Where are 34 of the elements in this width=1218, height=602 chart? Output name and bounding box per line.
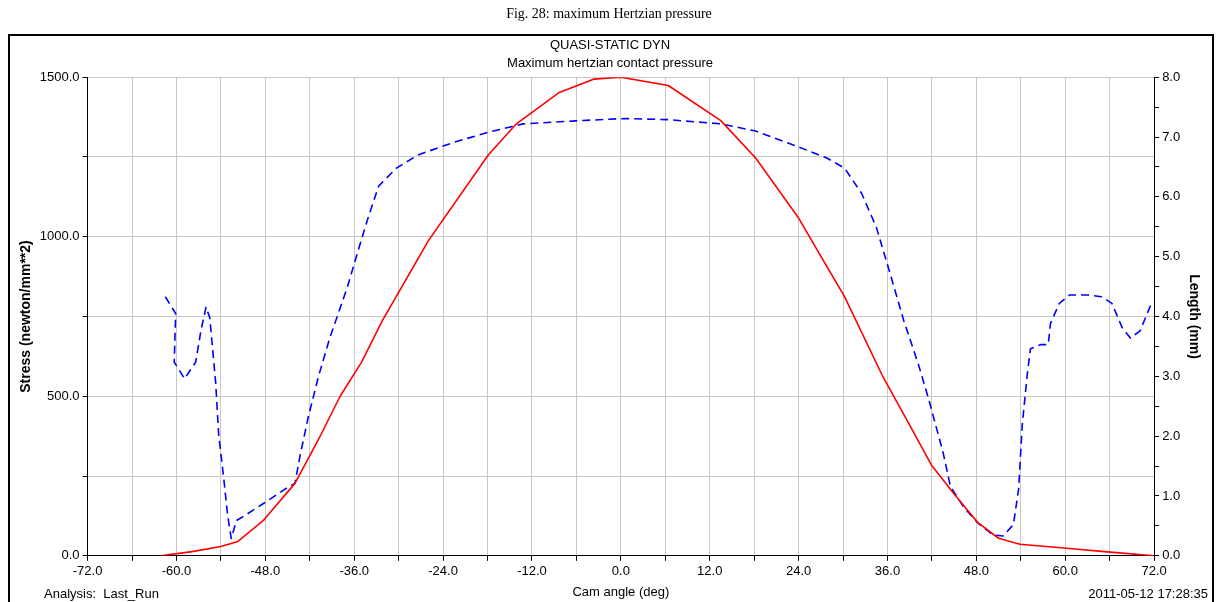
x-tick-label: 72.0	[1141, 563, 1167, 579]
x-tick-label: -48.0	[250, 563, 281, 579]
y-tick-label: 1500.0	[39, 68, 80, 84]
x-tick-label: -60.0	[161, 563, 192, 579]
y2-tick-label: 8.0	[1162, 68, 1181, 84]
x-tick-label: 48.0	[963, 563, 990, 579]
x-tick-label: -24.0	[428, 563, 458, 579]
y2-tick-label: 1.0	[1162, 487, 1181, 503]
x-tick-label: 24.0	[785, 563, 812, 579]
x-tick-label: 12.0	[697, 563, 723, 579]
x-tick-label: -72.0	[72, 563, 103, 579]
y2-tick-label: 7.0	[1162, 128, 1181, 144]
y2-axis-title: Length (mm)	[1186, 274, 1203, 359]
y2-tick-label: 5.0	[1162, 248, 1181, 264]
chart-subtitle: Maximum hertzian contact pressure	[507, 54, 713, 70]
text: Analysis: Last_Run	[44, 586, 159, 602]
x-tick-label: 0.0	[611, 563, 630, 579]
y2-tick-label: 0.0	[1162, 547, 1181, 563]
x-tick-label: -36.0	[339, 563, 370, 579]
y2-tick-label: 2.0	[1162, 427, 1181, 443]
y-tick-label: 500.0	[47, 387, 80, 403]
chart-title: QUASI-STATIC DYN	[549, 37, 671, 53]
x-tick-label: -12.0	[517, 563, 547, 579]
y-axis-title: Stress (newton/mm**2)	[17, 240, 34, 393]
x-axis-title: Cam angle (deg)	[572, 583, 670, 599]
y-tick-label: 1000.0	[39, 228, 80, 244]
x-tick-label: 60.0	[1052, 563, 1078, 579]
y2-tick-label: 3.0	[1162, 367, 1181, 383]
y2-tick-label: 6.0	[1162, 188, 1181, 204]
caption: Fig. 28: maximum Hertzian pressure	[505, 5, 713, 23]
y-tick-label: 0.0	[61, 547, 80, 563]
text: 2011-05-12 17:28:35	[1088, 586, 1208, 602]
x-tick-label: 36.0	[874, 563, 901, 579]
y2-tick-label: 4.0	[1162, 308, 1181, 324]
